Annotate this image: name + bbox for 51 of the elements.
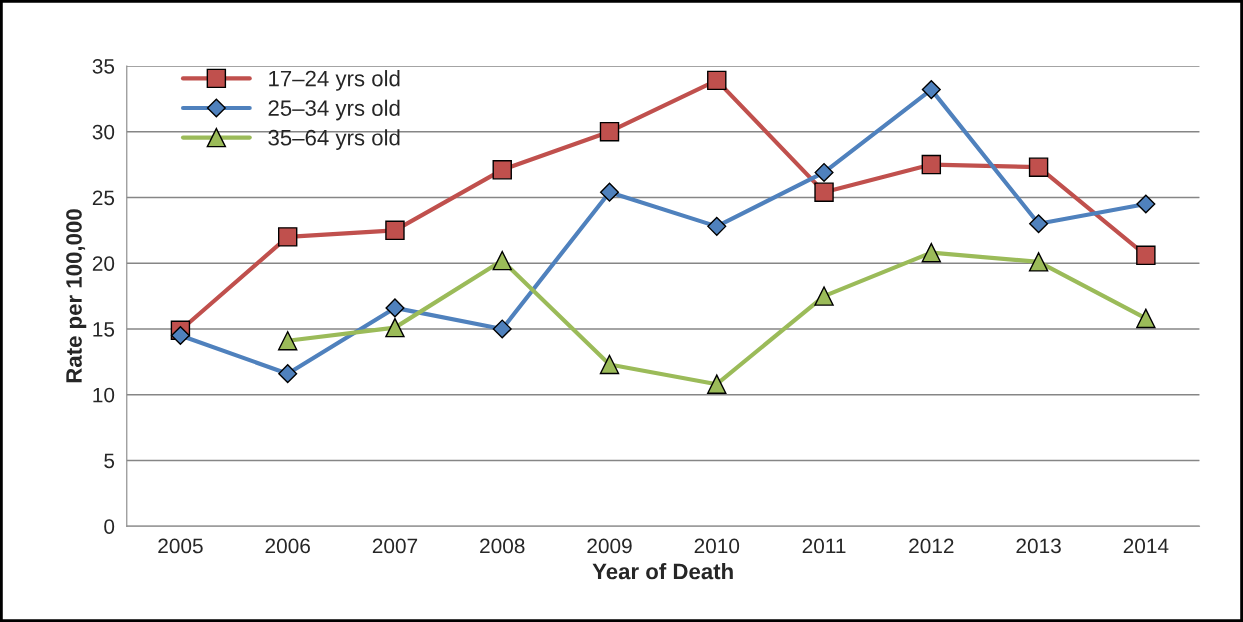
x-tick-label: 2007	[372, 538, 418, 554]
point	[707, 374, 727, 394]
y-tick-label: 0	[104, 519, 115, 534]
y-tick-label: 30	[92, 124, 115, 140]
legend-label: 35–64 yrs old	[268, 129, 400, 150]
point	[599, 354, 620, 375]
x-tick-label: 2013	[1016, 538, 1061, 554]
point	[385, 317, 405, 338]
x-tick-label: 2008	[480, 538, 525, 554]
legend-label: 17–24 yrs old	[269, 70, 400, 91]
point	[599, 121, 620, 142]
point	[492, 319, 512, 339]
point	[921, 80, 941, 100]
y-tick-label: 15	[93, 322, 115, 337]
x-tick-label: 2010	[694, 538, 740, 554]
point	[707, 70, 727, 91]
x-tick-label: 2011	[802, 538, 846, 554]
point	[492, 250, 512, 271]
point	[921, 242, 942, 263]
x-axis-title: Year of Death	[592, 562, 733, 580]
point	[1028, 157, 1049, 177]
point	[385, 298, 405, 318]
point	[170, 325, 190, 346]
x-tick-label: 2012	[909, 538, 954, 554]
point	[814, 286, 834, 306]
point	[814, 162, 834, 182]
point	[814, 182, 834, 202]
point	[1136, 194, 1156, 214]
x-tick-label: 2014	[1123, 538, 1169, 554]
y-tick-label: 25	[92, 190, 115, 206]
point	[1028, 252, 1049, 272]
point	[599, 182, 620, 202]
x-tick-label: 2005	[158, 538, 203, 554]
point	[277, 227, 298, 247]
y-tick-label: 5	[104, 453, 115, 469]
y-axis-title: Rate per 100,000	[66, 209, 87, 383]
point	[707, 216, 727, 236]
y-tick-label: 35	[92, 58, 115, 74]
point	[278, 364, 298, 384]
point	[492, 160, 512, 180]
point	[1029, 214, 1049, 234]
point	[1136, 308, 1156, 329]
x-tick-label: 2009	[587, 538, 632, 554]
y-tick-label: 10	[93, 387, 115, 403]
y-tick-label: 20	[92, 256, 115, 271]
point	[1136, 245, 1156, 266]
x-tick-label: 2006	[265, 538, 310, 554]
point	[277, 331, 298, 351]
legend-label: 25–34 yrs old	[268, 99, 400, 121]
point	[385, 220, 405, 241]
point	[921, 154, 942, 175]
